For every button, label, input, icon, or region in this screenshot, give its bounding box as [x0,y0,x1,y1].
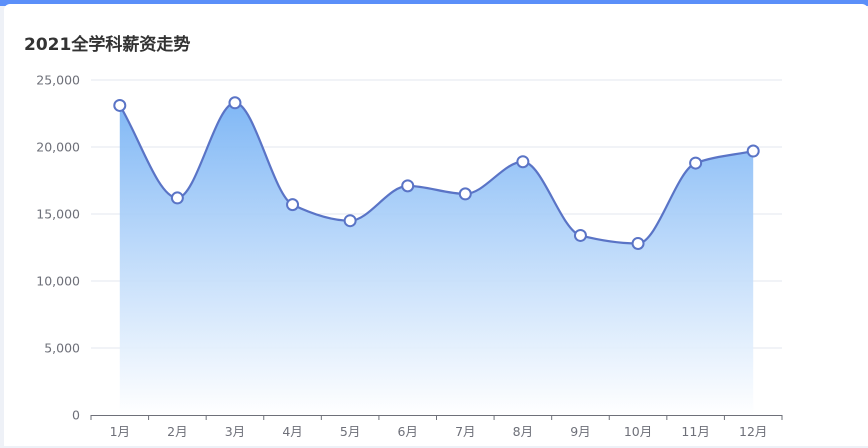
data-points [113,96,760,250]
data-point[interactable] [401,179,415,193]
data-point[interactable] [170,191,184,205]
x-tick-label: 8月 [513,424,533,439]
data-point[interactable] [113,98,127,112]
x-tick-label: 2月 [167,424,187,439]
x-tick-label: 1月 [110,424,130,439]
x-axis-tick-labels: 1月 2月 3月 4月 5月 6月 7月 8月 9月 10月 11月 12月 [110,424,768,439]
y-tick-label: 15,000 [36,207,80,222]
y-tick-label: 25,000 [36,73,80,88]
x-tick-label: 3月 [225,424,245,439]
data-point[interactable] [458,187,472,201]
data-point[interactable] [631,236,645,250]
top-accent-bar [0,0,868,6]
y-tick-label: 10,000 [36,274,80,289]
y-tick-label: 5,000 [44,341,80,356]
data-point[interactable] [343,214,357,228]
data-point[interactable] [689,156,703,170]
x-tick-label: 10月 [624,424,652,439]
chart-title: 2021全学科薪资走势 [24,35,191,55]
x-tick-label: 9月 [570,424,590,439]
x-tick-label: 12月 [739,424,767,439]
x-tick-label: 11月 [681,424,709,439]
y-tick-label: 20,000 [36,140,80,155]
x-tick-label: 6月 [397,424,417,439]
y-axis-tick-labels: 0 5,000 10,000 15,000 20,000 25,000 [36,73,80,423]
x-tick-label: 4月 [282,424,302,439]
salary-area-fill [119,102,754,415]
data-point[interactable] [746,144,760,158]
data-point[interactable] [516,155,530,169]
x-axis [90,415,783,420]
x-tick-label: 5月 [340,424,360,439]
data-point[interactable] [286,198,300,212]
data-point[interactable] [573,228,587,242]
data-point[interactable] [228,96,242,110]
y-tick-label: 0 [72,408,80,423]
x-tick-label: 7月 [455,424,475,439]
